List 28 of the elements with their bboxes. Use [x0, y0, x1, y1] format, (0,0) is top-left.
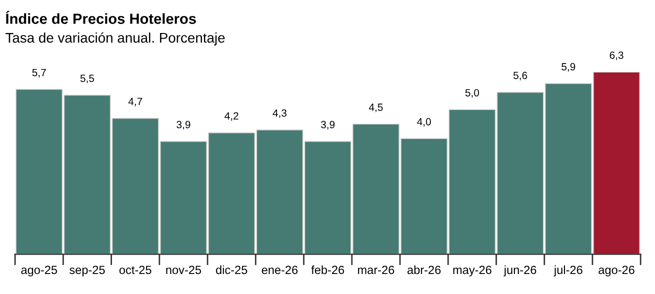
- data-label: 5,7: [32, 68, 46, 78]
- data-label: 4,2: [224, 112, 238, 121]
- x-tick-label: ago-26: [598, 266, 634, 276]
- x-tick-label: sep-25: [70, 266, 105, 276]
- x-tick-label: abr-26: [408, 265, 441, 274]
- data-label: 6,3: [610, 51, 624, 60]
- x-tick-label: dic-25: [216, 265, 248, 274]
- chart-title: Índice de Precios Hoteleros: [6, 10, 196, 24]
- data-label: 5,5: [80, 74, 94, 84]
- data-label: 5,6: [513, 72, 528, 80]
- data-label: 3,9: [176, 120, 190, 130]
- x-tick-label: ene-26: [262, 266, 298, 274]
- x-tick-label: jun-26: [504, 265, 536, 276]
- x-tick-label: may-26: [453, 266, 492, 276]
- chart-subtitle: Tasa de variación anual. Porcentaje: [6, 32, 225, 46]
- x-tick-label: feb-26: [311, 265, 344, 274]
- data-label: 5,0: [465, 89, 480, 98]
- data-label: 4,7: [128, 98, 142, 106]
- data-label: 4,0: [417, 118, 431, 127]
- data-label: 3,9: [320, 120, 335, 130]
- data-label: 4,5: [368, 104, 383, 112]
- x-tick-label: nov-25: [166, 266, 202, 274]
- x-tick-label: oct-25: [119, 266, 152, 274]
- data-label: 5,9: [562, 63, 576, 72]
- x-tick-label: ago-25: [21, 266, 58, 276]
- data-label: 4,3: [272, 109, 286, 118]
- x-tick-label: jul-26: [554, 265, 582, 276]
- x-tick-label: mar-26: [358, 266, 394, 274]
